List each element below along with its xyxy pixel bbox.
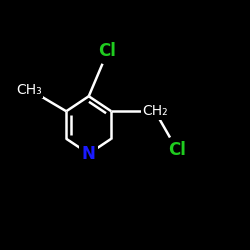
Text: CH₂: CH₂: [142, 104, 168, 118]
Text: CH₃: CH₃: [16, 83, 42, 97]
Text: Cl: Cl: [98, 42, 116, 60]
Text: N: N: [82, 145, 96, 163]
Text: Cl: Cl: [168, 141, 186, 159]
